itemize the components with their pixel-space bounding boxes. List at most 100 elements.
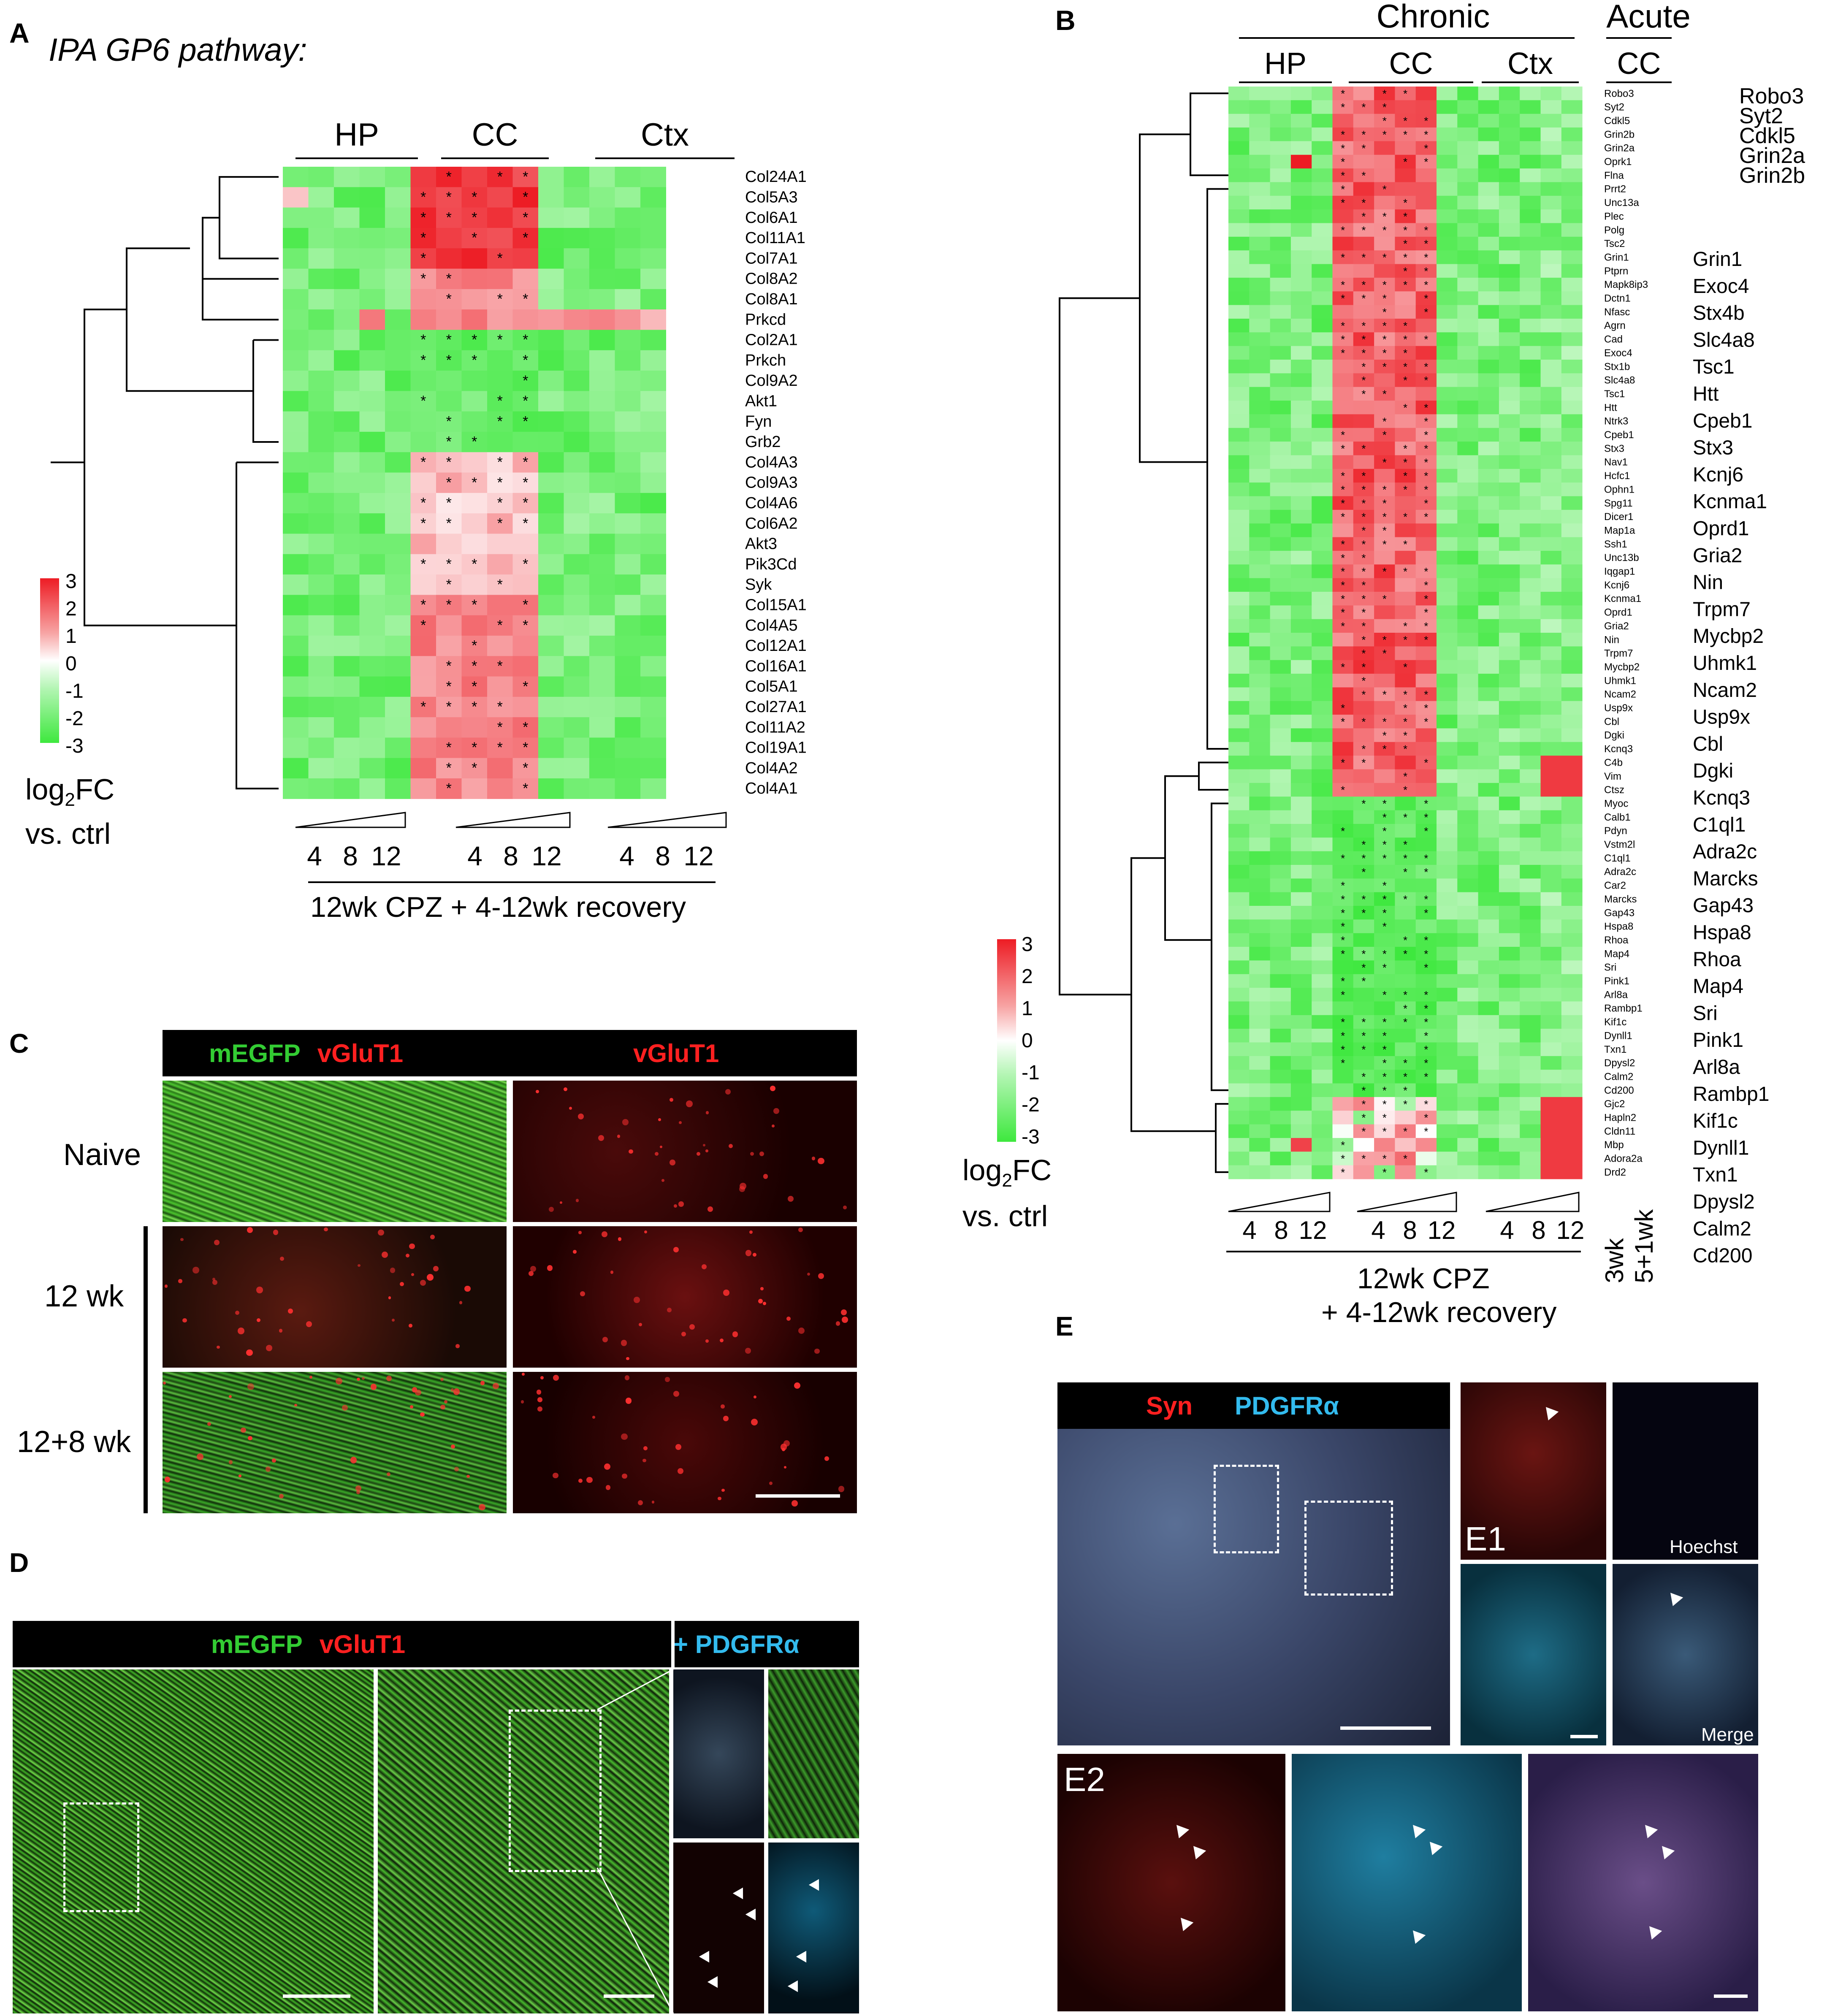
significance-star: * [1361,169,1366,182]
heat-cell [1520,1097,1541,1111]
heat-cell [1290,277,1312,292]
heat-cell [1270,742,1291,756]
heat-cell [1332,264,1354,278]
callout-label: Kif1c [1693,1110,1738,1133]
callout-label: Hspa8 [1693,921,1751,944]
heat-cell [1395,564,1416,579]
heat-cell [640,431,666,453]
heat-cell [1415,1001,1437,1016]
significance-star: * [1361,1125,1366,1138]
heat-cell [1437,769,1458,783]
heat-cell [1520,756,1541,770]
heat-cell [308,534,334,555]
heat-cell [385,574,411,595]
heat-cell [1353,414,1374,428]
heat-cell [1228,742,1250,756]
panel-a-colorbar [40,578,59,743]
heat-cell [359,371,385,391]
heat-cell [1540,742,1562,756]
heat-cell [1561,182,1583,196]
colorbar-tick: -3 [1022,1126,1040,1148]
heat-cell [1374,455,1395,469]
heat-cell [385,635,411,656]
heat-cell [1228,1165,1250,1179]
heat-cell [1437,824,1458,838]
heat-cell [1437,674,1458,688]
significance-star: * [1341,538,1345,550]
significance-star: * [446,597,452,613]
heat-cell [1437,919,1458,934]
heat-cell [1332,182,1354,196]
time-label: 4 [1242,1216,1256,1244]
heat-cell [1499,646,1520,661]
heat-cell [1437,182,1458,196]
heat-cell [283,371,309,391]
heat-cell [1561,387,1583,401]
heat-cell [1540,1124,1562,1138]
heat-cell [1540,346,1562,360]
gene-label: Map4 [1604,948,1629,959]
significance-star: * [1361,374,1366,387]
heat-cell [1249,360,1271,374]
heat-cell [1290,209,1312,223]
heat-cell [1395,960,1416,975]
heat-cell [487,656,513,677]
gene-label: Col4A1 [745,780,798,797]
heat-cell [1374,824,1395,838]
heat-cell [1332,906,1354,920]
gene-label: Oprk1 [1604,156,1632,168]
heat-cell [385,289,411,310]
gene-label: Akt1 [745,393,777,410]
heat-cell [1457,168,1479,182]
gene-label: Trpm7 [1604,648,1633,659]
significance-star: * [1403,320,1407,332]
significance-star: * [472,230,477,246]
heat-cell [1415,1083,1437,1097]
heat-cell [1561,701,1583,715]
heat-cell [487,595,513,616]
heat-cell [1478,100,1499,114]
significance-star: * [1341,197,1345,209]
heat-cell [359,391,385,412]
heat-cell [512,391,539,412]
heat-cell [1353,482,1374,496]
heat-cell [1478,1001,1499,1016]
heat-cell [1520,646,1541,661]
significance-star: * [1403,784,1407,797]
gene-label: Col5A3 [745,189,798,206]
heat-cell [1270,851,1291,865]
heat-cell [1437,523,1458,538]
significance-star: * [1341,879,1345,892]
significance-star: * [1361,197,1366,209]
heat-cell [1520,1152,1541,1166]
heat-cell [1270,195,1291,210]
heat-cell [1415,195,1437,210]
heat-cell [385,554,411,575]
heat-cell [1374,756,1395,770]
heat-cell [1249,141,1271,155]
heat-cell [334,778,360,799]
heat-cell [1270,578,1291,592]
heat-cell [1520,250,1541,265]
heat-cell [1561,318,1583,333]
heat-cell [1395,87,1416,100]
group-header: Ctx [641,117,689,153]
heat-cell [1437,728,1458,742]
heat-cell [1353,824,1374,838]
heat-cell [359,309,385,330]
heat-cell [1520,318,1541,333]
heat-cell [1540,974,1562,988]
gene-label: Nav1 [1604,457,1628,468]
gene-label: Oprd1 [1604,607,1632,618]
significance-star: * [523,597,528,613]
heat-cell [1270,387,1291,401]
significance-star: * [1341,429,1345,442]
panel-b-xlabel-2: + 4-12wk recovery [1321,1296,1557,1328]
heat-cell [1312,715,1333,729]
heat-cell [410,778,436,799]
significance-star: * [497,699,503,715]
heat-cell [564,309,590,330]
heat-cell [1353,701,1374,715]
heat-cell [615,696,641,718]
significance-star: * [1382,593,1387,605]
